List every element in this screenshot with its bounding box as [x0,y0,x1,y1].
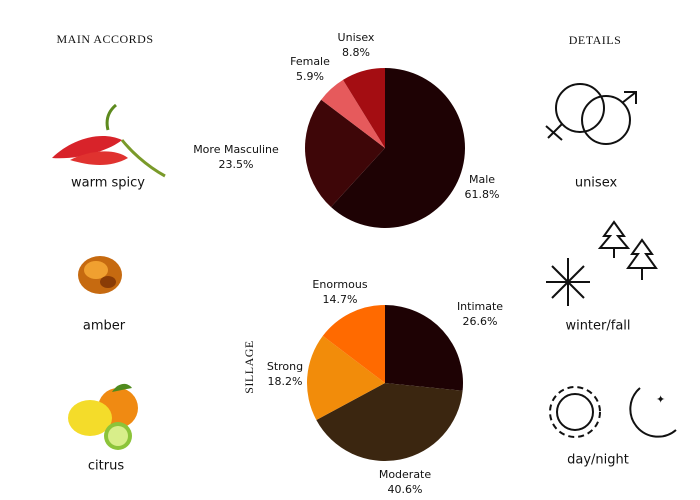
slice-value-label: 61.8% [465,188,500,201]
pie-slice [385,305,464,391]
citrus-icon [68,383,138,450]
pie-slice [321,79,385,148]
slice-label: Intimate [457,300,503,313]
day-night-icon: ✦ [549,386,677,438]
pie-slice [316,383,463,461]
slice-value-label: 40.6% [388,483,423,496]
pie-slice [322,305,385,383]
season-icon [546,220,658,306]
chili-icon [52,103,166,178]
slice-label: Enormous [312,278,367,291]
pie-slice [342,68,385,148]
amber-icon [78,256,122,294]
slice-label: Female [290,55,330,68]
slice-label: Strong [267,360,303,373]
chart-title: SILLAGE [242,340,256,394]
slice-label: Male [469,173,495,186]
main-accords-heading: MAIN ACCORDS [56,32,153,46]
gender-icon [545,83,637,145]
star: ✦ [656,393,665,406]
slice-label: More Masculine [193,143,279,156]
accord-label: warm spicy [71,176,145,191]
accord-label: amber [83,319,126,334]
slice-value-label: 18.2% [268,375,303,388]
pie-slice [330,68,466,228]
slice-value-label: 8.8% [342,46,370,59]
pie-slice [305,99,385,208]
detail-label: winter/fall [565,319,630,334]
slice-value-label: 26.6% [463,315,498,328]
slice-value-label: 23.5% [219,158,254,171]
slice-value-label: 14.7% [323,293,358,306]
detail-label: unisex [575,176,618,191]
slice-value-label: 5.9% [296,70,324,83]
slice-label: Moderate [379,468,432,481]
details-heading: DETAILS [569,33,622,47]
slice-label: Unisex [338,31,375,44]
pie-slice [307,335,385,421]
detail-label: day/night [567,453,629,468]
accord-label: citrus [88,459,124,474]
